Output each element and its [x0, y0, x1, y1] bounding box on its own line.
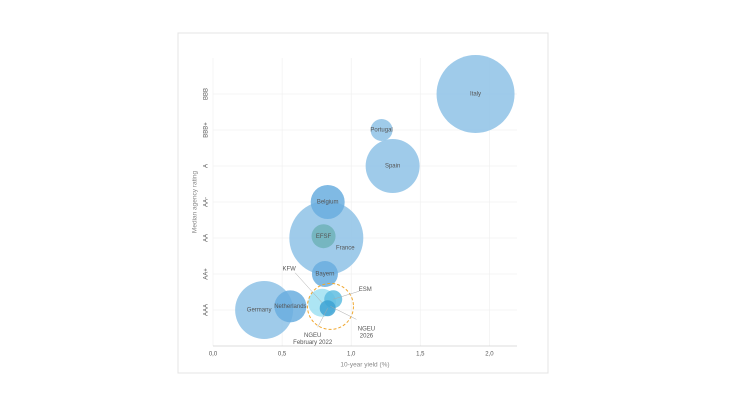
y-axis-title: Median agency rating [192, 171, 199, 234]
bubble-label: Germany [247, 308, 272, 314]
x-tick-label: 1,0 [347, 352, 356, 358]
x-tick-label: 1,5 [416, 352, 425, 358]
leader-line [333, 290, 360, 300]
y-tick-label: AA [204, 234, 210, 242]
bubble-label: EFSF [316, 234, 332, 240]
leader-line [294, 272, 323, 303]
bubble-label: Netherlands [274, 304, 306, 310]
bubble-label: Italy [470, 92, 481, 98]
y-tick-label: A [204, 164, 210, 168]
bubble [311, 261, 338, 287]
x-tick-label: 2,0 [485, 352, 494, 358]
y-tick-label: AA- [204, 197, 210, 207]
bubble [311, 224, 336, 249]
bubble [306, 282, 354, 330]
leader-line [330, 306, 357, 320]
leader-line [317, 308, 328, 328]
bubble-label: Bayern [315, 272, 334, 278]
bubble-label: France [336, 246, 355, 252]
bubble-label: Portugal [370, 128, 392, 134]
y-tick-label: AAA [204, 304, 210, 316]
bubble [235, 281, 294, 339]
bubble [365, 139, 420, 193]
bubble-label: KFW [282, 266, 296, 272]
y-tick-label: BBB+ [204, 122, 210, 138]
bubble [436, 55, 515, 133]
x-tick-label: 0,0 [209, 352, 218, 358]
bubble-label: Spain [385, 164, 400, 170]
bubble-label: ESM [359, 287, 372, 293]
bubble [274, 290, 307, 323]
x-tick-label: 0,5 [278, 352, 287, 358]
bubble-label: NGEU February 2022 [293, 333, 333, 346]
bubble-label: Belgium [317, 200, 339, 206]
x-axis-title: 10-year yield (%) [340, 362, 389, 369]
bubble [370, 119, 393, 141]
y-tick-label: AA+ [204, 268, 210, 280]
y-tick-label: BBB [204, 88, 210, 100]
bubble [310, 185, 345, 219]
bubble-label: NGEU 2026 [358, 326, 375, 339]
